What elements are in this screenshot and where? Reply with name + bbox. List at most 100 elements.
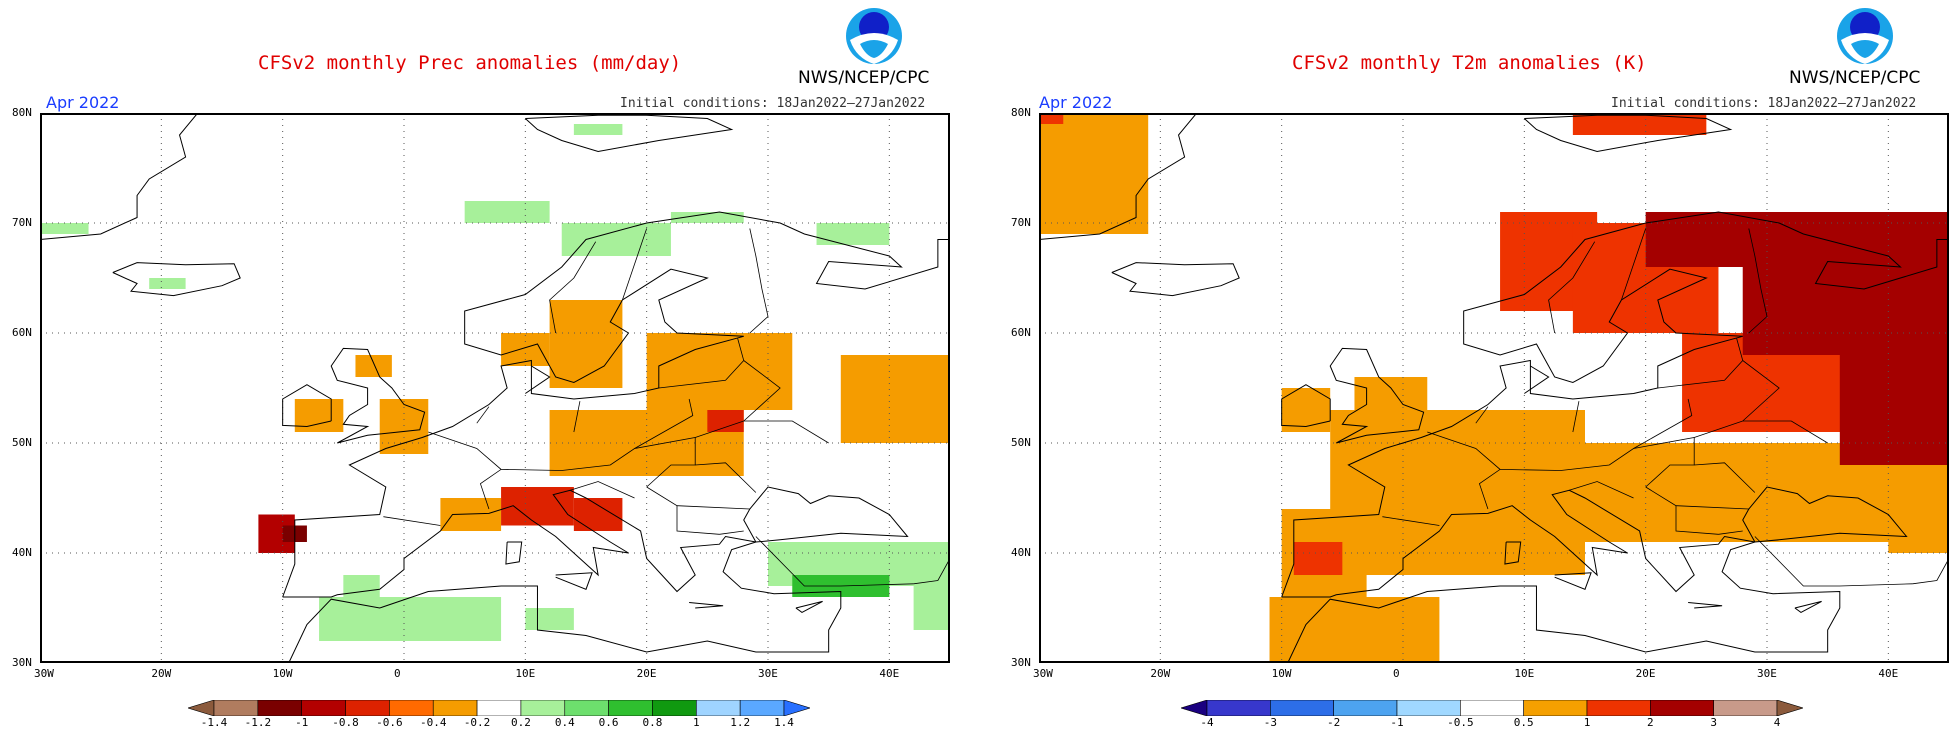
colorbar-tick-label: -0.2 (463, 716, 491, 729)
colorbar-segment (1179, 699, 1208, 717)
colorbar (1179, 699, 1805, 720)
coastline (505, 541, 523, 565)
coastline (112, 262, 241, 297)
longitude-label: 10E (515, 667, 536, 680)
coastline (524, 114, 734, 153)
longitude-label: 10E (1514, 667, 1535, 680)
latitude-label: 40N (12, 546, 32, 559)
country-border (1500, 437, 1695, 488)
latitude-label: 60N (1011, 326, 1031, 339)
forecast-month: Apr 2022 (46, 93, 120, 112)
coastline (1742, 486, 1908, 543)
country-border (634, 398, 694, 449)
country-border (1718, 530, 1743, 535)
colorbar-tick-label: 2 (1647, 716, 1654, 729)
coastline (1688, 602, 1723, 609)
colorbar-tick-label: -1 (295, 716, 309, 729)
colorbar-segment (389, 699, 434, 717)
longitude-label: 10W (272, 667, 293, 680)
colorbar-segment (1460, 699, 1524, 717)
anomaly-cell (573, 498, 623, 531)
country-border (913, 558, 951, 585)
anomaly-cell (1293, 542, 1343, 575)
anomaly-cell (646, 333, 793, 410)
country-border (501, 437, 696, 488)
colorbar-tick-label: -2 (1327, 716, 1341, 729)
colorbar-segment (696, 699, 741, 717)
coastline (1524, 365, 1550, 394)
colorbar-tick-label: -0.8 (332, 716, 359, 729)
country-border (1742, 360, 1780, 422)
map-frame (40, 113, 950, 663)
colorbar-segment (432, 699, 478, 717)
anomaly-cell (707, 410, 744, 432)
colorbar-segment (1650, 699, 1714, 717)
anomaly-cell (573, 124, 623, 135)
colorbar-tick-label: 0.6 (598, 716, 619, 729)
map-svg (39, 112, 1072, 686)
latitude-label: 70N (1011, 216, 1031, 229)
longitude-label: 10W (1271, 667, 1292, 680)
colorbar-segment (345, 699, 390, 717)
anomaly-cell (1888, 465, 1949, 553)
country-border (1382, 516, 1440, 526)
country-border (573, 401, 581, 433)
country-border (658, 338, 745, 389)
colorbar-segment (476, 699, 522, 717)
latitude-label: 30N (1011, 656, 1031, 669)
colorbar-tick-label: 0.2 (510, 716, 531, 729)
colorbar-segment (783, 699, 812, 717)
colorbar-segment (257, 699, 302, 717)
colorbar-segment (1206, 699, 1271, 717)
country-border (1694, 462, 1756, 493)
colorbar-segment (1396, 699, 1461, 717)
colorbar-segment (1586, 699, 1651, 717)
coastline (1111, 262, 1240, 297)
anomaly-cell (343, 575, 380, 597)
latitude-label: 70N (12, 216, 32, 229)
colorbar-segment (213, 699, 259, 717)
coastline (1504, 541, 1522, 565)
map-svg (1038, 112, 1950, 686)
noaa-logo-icon (1835, 6, 1895, 66)
colorbar-segment (608, 699, 653, 717)
coastline (1038, 112, 1198, 240)
anomaly-cell (464, 201, 550, 223)
colorbar-segment (564, 699, 609, 717)
coastline (795, 600, 823, 613)
anomaly-cell (1839, 267, 1949, 465)
initial-conditions: Initial conditions: 18Jan2022–27Jan2022 (620, 96, 926, 111)
colorbar-tick-label: -0.5 (1447, 716, 1474, 729)
country-border (622, 228, 648, 301)
country-border (1675, 505, 1719, 535)
anomaly-cell (1572, 113, 1707, 135)
anomaly-cell (149, 278, 186, 289)
colorbar-tick-label: 1.2 (730, 716, 751, 729)
colorbar-tick-label: 1.4 (774, 716, 794, 729)
latitude-label: 50N (12, 436, 32, 449)
anomaly-cell (440, 498, 502, 531)
colorbar-tick-label: 3 (1710, 716, 1717, 729)
coastline (689, 602, 724, 609)
coastline (330, 347, 426, 444)
colorbar-segment (301, 699, 346, 717)
country-border (549, 241, 597, 334)
longitude-label: 40E (879, 667, 900, 680)
agency-credit: NWS/NCEP/CPC (1789, 68, 1921, 88)
anomaly-cell (549, 300, 623, 388)
map-title: CFSv2 monthly Prec anomalies (mm/day) (258, 52, 682, 74)
coastline (282, 489, 842, 664)
latitude-label: 50N (1011, 436, 1031, 449)
country-border (719, 530, 744, 535)
anomaly-cell (1269, 597, 1440, 663)
country-border (695, 462, 757, 493)
anomaly-cell (294, 399, 344, 432)
coastline (282, 384, 332, 428)
longitude-label: 30E (758, 667, 778, 680)
country-border (1657, 338, 1744, 389)
colorbar-tick-label: -3 (1263, 716, 1277, 729)
country-border (1572, 401, 1580, 433)
coastline (39, 112, 199, 240)
colorbar (186, 699, 812, 720)
coastline (1329, 347, 1425, 444)
